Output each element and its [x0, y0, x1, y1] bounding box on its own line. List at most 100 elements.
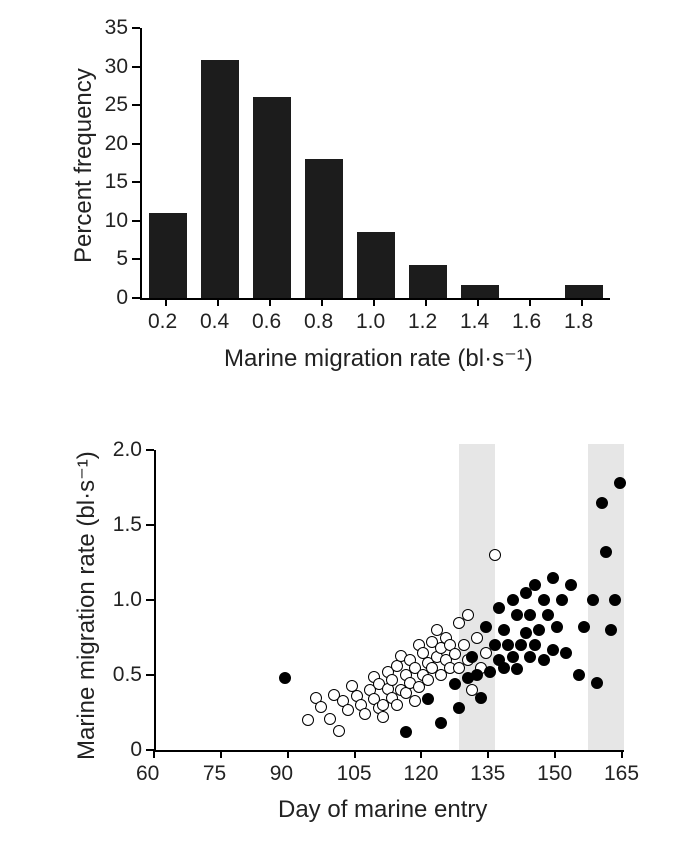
xtick-label: 165 — [604, 762, 639, 786]
marker-closed — [507, 651, 519, 663]
ytick-mark — [132, 27, 140, 29]
ytick-label: 1.0 — [113, 588, 142, 612]
marker-closed — [551, 621, 563, 633]
ytick-mark — [146, 449, 154, 451]
marker-open — [315, 701, 327, 713]
marker-closed — [578, 621, 590, 633]
histogram-bar — [409, 265, 447, 298]
marker-closed — [529, 579, 541, 591]
marker-open — [359, 708, 371, 720]
marker-closed — [614, 477, 626, 489]
xtick-mark — [477, 298, 479, 306]
marker-open — [342, 704, 354, 716]
marker-closed — [533, 624, 545, 636]
xtick-label: 0.4 — [200, 310, 229, 334]
marker-open — [458, 639, 470, 651]
xtick-mark — [153, 750, 155, 758]
ytick-label: 0 — [116, 286, 128, 310]
ytick-mark — [132, 297, 140, 299]
xtick-label: 0.6 — [252, 310, 281, 334]
histogram-bar — [565, 285, 603, 298]
xtick-mark — [373, 298, 375, 306]
xtick-mark — [581, 298, 583, 306]
ytick-mark — [132, 258, 140, 260]
ytick-mark — [146, 599, 154, 601]
marker-closed — [489, 639, 501, 651]
xtick-label: 1.0 — [356, 310, 385, 334]
marker-closed — [524, 651, 536, 663]
ytick-mark — [132, 143, 140, 145]
marker-closed — [573, 669, 585, 681]
histogram-bar — [253, 97, 291, 298]
marker-closed — [493, 602, 505, 614]
marker-closed — [471, 669, 483, 681]
marker-closed — [556, 594, 568, 606]
ytick-mark — [132, 220, 140, 222]
marker-closed — [529, 639, 541, 651]
shaded-band — [459, 444, 495, 750]
xtick-label: 105 — [337, 762, 372, 786]
marker-closed — [591, 677, 603, 689]
marker-closed — [609, 594, 621, 606]
marker-closed — [435, 717, 447, 729]
marker-closed — [400, 726, 412, 738]
xtick-mark — [217, 298, 219, 306]
ytick-label: 2.0 — [113, 438, 142, 462]
marker-closed — [538, 594, 550, 606]
xtick-mark — [487, 750, 489, 758]
xtick-label: 1.2 — [408, 310, 437, 334]
xtick-label: 0.2 — [148, 310, 177, 334]
ytick-label: 0.5 — [113, 663, 142, 687]
marker-closed — [466, 651, 478, 663]
marker-open — [324, 713, 336, 725]
marker-closed — [560, 647, 572, 659]
xtick-label: 1.8 — [564, 310, 593, 334]
marker-closed — [502, 639, 514, 651]
marker-closed — [565, 579, 577, 591]
marker-closed — [600, 546, 612, 558]
figure-page: Percent frequency Marine migration rate … — [0, 0, 677, 867]
ytick-label: 0 — [130, 738, 142, 762]
ytick-label: 15 — [105, 170, 128, 194]
marker-closed — [422, 693, 434, 705]
scatter-x-label: Day of marine entry — [278, 796, 487, 824]
ytick-mark — [132, 181, 140, 183]
ytick-label: 35 — [105, 16, 128, 40]
histogram-x-label: Marine migration rate (bl·s⁻¹) — [224, 344, 533, 373]
xtick-mark — [621, 750, 623, 758]
xtick-mark — [420, 750, 422, 758]
scatter-chart: Marine migration rate (bl·s⁻¹) Day of ma… — [40, 420, 640, 840]
xtick-label: 60 — [136, 762, 159, 786]
ytick-label: 1.5 — [113, 513, 142, 537]
histogram-y-label: Percent frequency — [70, 68, 98, 263]
marker-open — [386, 674, 398, 686]
marker-open — [471, 632, 483, 644]
scatter-plot-area — [154, 450, 624, 752]
marker-closed — [542, 609, 554, 621]
marker-closed — [475, 692, 487, 704]
marker-closed — [538, 654, 550, 666]
marker-closed — [520, 627, 532, 639]
xtick-mark — [321, 298, 323, 306]
xtick-mark — [554, 750, 556, 758]
ytick-label: 5 — [116, 247, 128, 271]
marker-closed — [596, 497, 608, 509]
xtick-label: 150 — [537, 762, 572, 786]
xtick-label: 135 — [470, 762, 505, 786]
histogram-bar — [461, 285, 499, 298]
marker-open — [302, 714, 314, 726]
xtick-mark — [354, 750, 356, 758]
ytick-label: 10 — [105, 209, 128, 233]
xtick-label: 75 — [203, 762, 226, 786]
marker-closed — [605, 624, 617, 636]
xtick-mark — [220, 750, 222, 758]
marker-closed — [515, 639, 527, 651]
marker-closed — [498, 662, 510, 674]
marker-open — [409, 695, 421, 707]
ytick-label: 30 — [105, 55, 128, 79]
marker-closed — [480, 621, 492, 633]
marker-closed — [547, 644, 559, 656]
ytick-label: 25 — [105, 93, 128, 117]
marker-open — [333, 725, 345, 737]
xtick-mark — [269, 298, 271, 306]
